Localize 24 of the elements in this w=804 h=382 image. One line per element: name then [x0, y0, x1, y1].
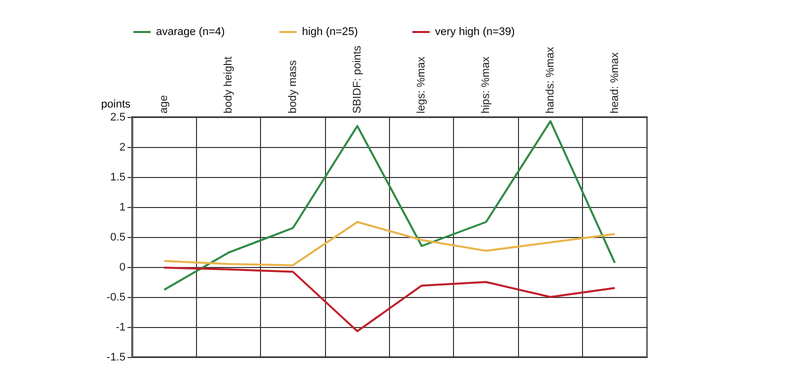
line-series	[163, 266, 616, 332]
y-tick-label: 1.5	[110, 172, 126, 184]
x-tick-label: head: %max	[608, 52, 621, 114]
y-tick-label: -0.5	[106, 292, 126, 304]
y-tick-label: -1.5	[106, 352, 126, 364]
y-tick-label: 2	[119, 142, 126, 154]
x-tick-label: hips: %max	[480, 56, 492, 114]
legend-label: high (n=25)	[302, 26, 358, 38]
x-tick-label: body mass	[286, 60, 299, 114]
y-tick-label: 0.5	[110, 232, 126, 244]
x-tick-label: hands: %max	[544, 46, 556, 114]
legend-label: very high (n=39)	[435, 26, 515, 38]
legend-label: avarage (n=4)	[156, 26, 225, 38]
x-tick-label: body height	[222, 56, 235, 114]
x-tick-label: age	[158, 95, 170, 114]
x-tick-label: SBIDF: points	[351, 45, 364, 114]
y-axis-title: points	[101, 98, 131, 110]
line-series	[163, 221, 616, 266]
y-tick-label: 0	[119, 262, 126, 274]
line-series	[163, 120, 616, 291]
y-tick-label: 1	[119, 202, 126, 214]
y-tick-label: -1	[116, 322, 126, 334]
x-tick-label: legs: %max	[416, 56, 428, 114]
y-tick-label: 2.5	[110, 112, 126, 124]
